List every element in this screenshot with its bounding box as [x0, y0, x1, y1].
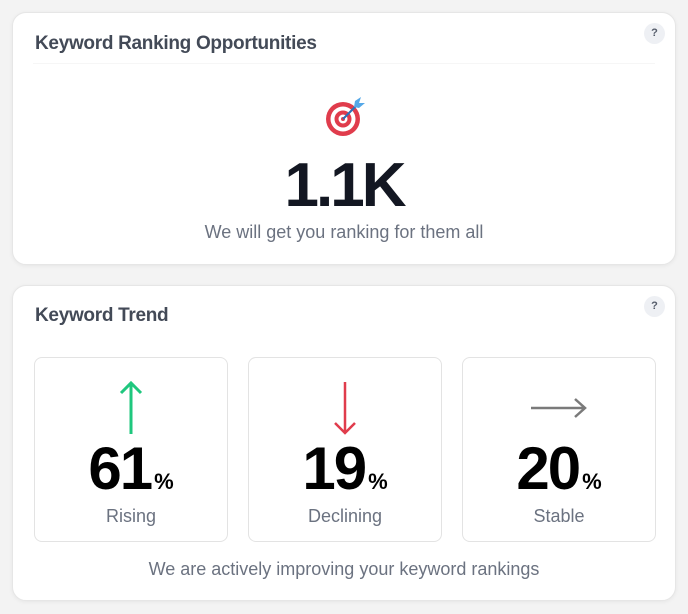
- arrow-right-icon: [463, 380, 655, 436]
- declining-label: Declining: [307, 506, 383, 526]
- percent-sign: %: [154, 469, 174, 494]
- target-dart-icon: [325, 97, 365, 142]
- stable-label: Stable: [533, 506, 585, 526]
- trend-subtitle: We are actively improving your keyword r…: [148, 559, 540, 579]
- keyword-ranking-opportunities-card: Keyword Ranking Opportunities ? 1.1K We …: [12, 12, 676, 265]
- card-title: Keyword Ranking Opportunities: [35, 33, 317, 54]
- arrow-down-icon: [249, 380, 441, 436]
- trend-stable: 20% Stable: [462, 357, 656, 542]
- rising-value: 61: [88, 435, 153, 502]
- help-button[interactable]: ?: [644, 296, 665, 317]
- stable-value: 20: [516, 435, 581, 502]
- trend-declining: 19% Declining: [248, 357, 442, 542]
- help-button[interactable]: ?: [644, 23, 665, 44]
- trend-rising: 61% Rising: [34, 357, 228, 542]
- arrow-up-icon: [35, 380, 227, 436]
- percent-sign: %: [582, 469, 602, 494]
- divider: [33, 63, 655, 64]
- percent-sign: %: [368, 469, 388, 494]
- keyword-trend-card: Keyword Trend ? 61% Rising 19% Declining…: [12, 285, 676, 601]
- opportunities-subtitle: We will get you ranking for them all: [204, 222, 484, 242]
- declining-value: 19: [302, 435, 367, 502]
- card-title: Keyword Trend: [35, 305, 169, 326]
- opportunities-value: 1.1K: [284, 151, 407, 220]
- rising-label: Rising: [105, 506, 157, 526]
